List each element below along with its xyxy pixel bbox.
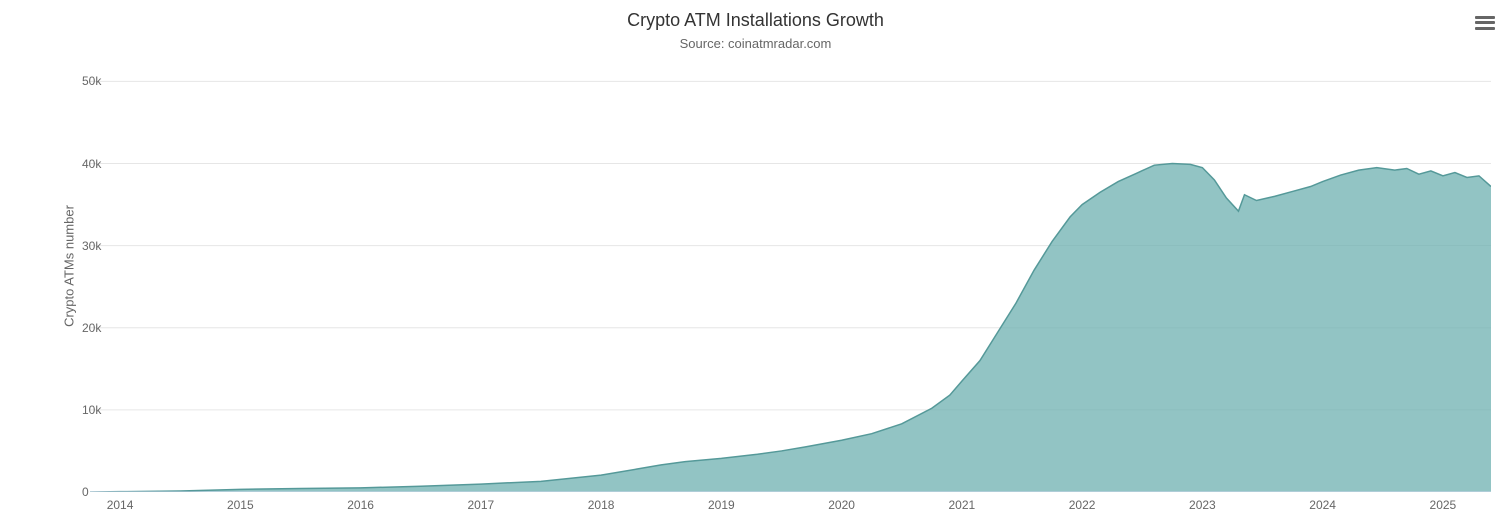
x-tick-label: 2021: [949, 498, 976, 512]
x-tick-label: 2018: [588, 498, 615, 512]
x-tick-label: 2017: [467, 498, 494, 512]
x-tick-label: 2024: [1309, 498, 1336, 512]
x-tick-label: 2014: [107, 498, 134, 512]
x-tick-label: 2015: [227, 498, 254, 512]
chart-title: Crypto ATM Installations Growth: [0, 10, 1511, 31]
chart-svg: [90, 65, 1491, 492]
x-tick-label: 2023: [1189, 498, 1216, 512]
chart-container: Crypto ATM Installations Growth Source: …: [0, 0, 1511, 532]
x-tick-label: 2019: [708, 498, 735, 512]
x-tick-label: 2020: [828, 498, 855, 512]
y-axis-label: Crypto ATMs number: [61, 205, 76, 327]
x-tick-label: 2016: [347, 498, 374, 512]
chart-subtitle: Source: coinatmradar.com: [0, 36, 1511, 51]
plot-area[interactable]: [90, 65, 1491, 492]
hamburger-menu-icon[interactable]: [1473, 12, 1497, 34]
x-tick-label: 2025: [1430, 498, 1457, 512]
x-tick-label: 2022: [1069, 498, 1096, 512]
